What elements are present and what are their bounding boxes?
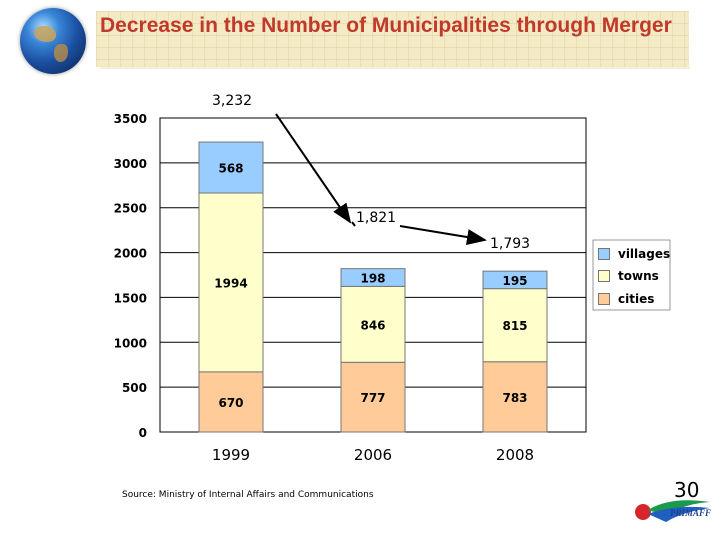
legend-swatch-cities [598,293,610,305]
bar-villages [198,141,264,194]
data-label-towns: 815 [502,319,527,333]
legend-label-cities: cities [618,292,655,306]
y-tick-label: 2500 [114,202,147,216]
trend-arrow [275,113,352,224]
primaff-logo: PRIMAFF [635,500,711,522]
total-label-2006: 1,821 [356,210,397,226]
bar-towns [198,192,264,373]
data-label-villages: 195 [502,274,527,288]
x-tick-label: 1999 [212,446,250,464]
data-label-cities: 783 [502,391,527,405]
bar-cities [340,361,406,433]
legend-item-towns: towns [598,269,659,283]
bar-towns [340,285,406,363]
legend-item-cities: cities [598,292,654,306]
legend-swatch-towns [598,270,610,282]
data-label-cities: 777 [360,391,385,405]
y-tick-label: 2000 [114,247,147,261]
x-tick-label: 2006 [354,446,392,464]
data-label-villages: 198 [360,272,385,286]
y-tick-label: 0 [139,426,147,440]
page-number: 30 [674,478,700,502]
trend-arrow [399,225,487,245]
legend-label-villages: villages [618,247,671,261]
trend-arrow-tail [351,221,356,227]
legend-swatch-villages [598,248,610,260]
total-label-2008: 1,793 [490,236,531,252]
y-tick-label: 3000 [114,157,147,171]
total-label-1999: 3,232 [212,93,253,109]
title-banner [96,11,689,67]
y-tick-label: 3500 [114,112,147,126]
bar-cities [198,371,264,433]
data-label-towns: 846 [360,318,385,332]
page-title: Decrease in the Number of Municipalities… [100,14,672,37]
x-tick-label: 2008 [496,446,534,464]
data-label-cities: 670 [218,396,243,410]
legend-label-towns: towns [618,269,659,283]
source-note: Source: Ministry of Internal Affairs and… [122,490,374,500]
y-tick-label: 500 [122,381,147,395]
y-tick-label: 1500 [114,291,147,305]
y-tick-label: 1000 [114,336,147,350]
bar-cities [482,361,548,433]
bar-villages [340,268,406,287]
legend-item-villages: villages [598,247,670,261]
data-label-towns: 1994 [214,276,247,290]
data-label-villages: 568 [218,162,243,176]
logo-text: PRIMAFF [670,508,711,518]
globe-icon [20,8,86,74]
bar-villages [482,270,548,290]
